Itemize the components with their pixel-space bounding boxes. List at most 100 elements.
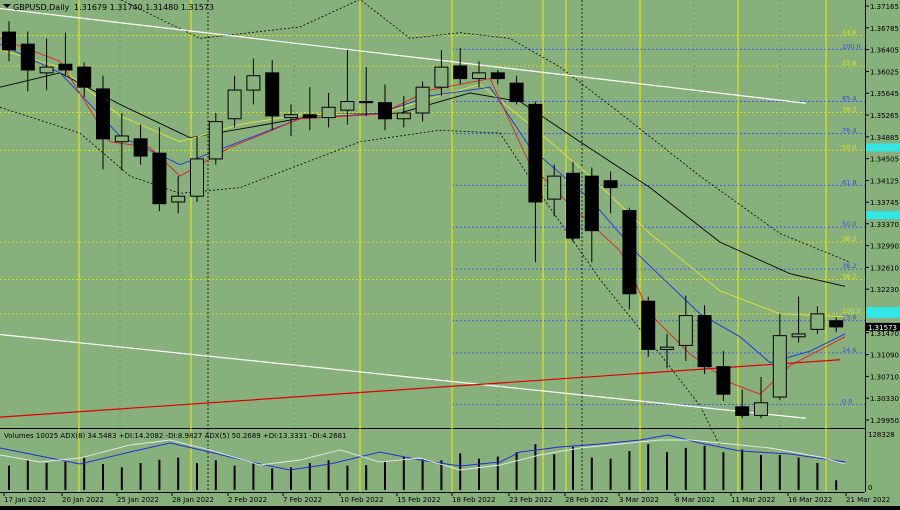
ohlc-readout: 1.31679 1.31740 1.31480 1.31573 <box>74 3 214 12</box>
price-tick-label: 1.34885 <box>870 134 899 142</box>
date-tick-label: 3 Mar 2022 <box>619 496 659 504</box>
collapse-triangle-icon[interactable] <box>3 4 11 8</box>
candle-body-bullish <box>678 315 693 346</box>
candle-body-bearish <box>697 315 712 368</box>
candle <box>641 296 656 357</box>
fib-level-label: 38.2 <box>842 272 856 280</box>
candle-body-bullish <box>772 335 787 398</box>
price-tick-label: 1.33370 <box>870 221 899 229</box>
upper-envelope <box>120 0 851 263</box>
candle <box>246 58 261 105</box>
fib-level-label: 50.0 <box>842 220 856 228</box>
date-tick-label: 16 Mar 2022 <box>788 496 832 504</box>
date-tick-label: 10 Feb 2022 <box>340 496 384 504</box>
candle-body-bullish <box>547 175 562 200</box>
candle-body-bullish <box>284 114 298 119</box>
candle <box>77 62 92 97</box>
volume-scale-bottom: 0 <box>868 484 872 492</box>
candle <box>2 21 16 62</box>
date-tick-label: 15 Feb 2022 <box>397 496 441 504</box>
candle-body-bearish <box>509 82 524 103</box>
candle-body-bullish <box>321 106 336 119</box>
candle-body-bullish <box>415 86 430 114</box>
candle-body-bullish <box>190 158 204 197</box>
volume-panel[interactable] <box>0 429 865 492</box>
candle <box>359 67 374 116</box>
price-tick-label: 1.36405 <box>870 47 899 55</box>
current-price-marker <box>866 322 900 331</box>
candle <box>415 81 430 122</box>
date-tick-label: 21 Mar 2022 <box>846 496 890 504</box>
date-tick-label: 7 Feb 2022 <box>283 496 322 504</box>
candle-body-bearish <box>584 175 599 232</box>
candle-body-bearish <box>2 31 16 51</box>
price-tick-label: 1.32610 <box>870 264 899 272</box>
price-tick-label: 1.35645 <box>870 90 899 98</box>
candle-body-bearish <box>302 114 317 119</box>
support-trendline <box>0 359 841 418</box>
date-tick-label: 11 Mar 2022 <box>731 496 775 504</box>
price-tick-label: 1.32230 <box>870 286 899 294</box>
candle <box>208 113 223 165</box>
date-tick-label: 18 Feb 2022 <box>452 496 496 504</box>
candle <box>772 313 787 400</box>
channel-trendline <box>0 7 807 104</box>
candle-body-bullish <box>396 112 411 120</box>
candle-body-bearish <box>96 88 110 140</box>
candle-body-bearish <box>566 172 580 239</box>
fib-level-label: 23.6 <box>842 59 856 67</box>
trendlines <box>0 7 841 419</box>
adx-white-line <box>0 439 846 471</box>
price-tick-label: 1.34125 <box>870 177 899 185</box>
candle-body-bullish <box>340 101 355 111</box>
price-tick-label: 1.29950 <box>870 417 899 425</box>
fib-level-label: 76.4 <box>842 127 856 135</box>
candle <box>265 60 280 131</box>
candle <box>735 389 750 419</box>
candle-body-bearish <box>378 102 392 120</box>
fib-level-label: 38.2 <box>842 105 856 113</box>
candle <box>378 84 392 131</box>
candle-body-bullish <box>171 195 186 203</box>
date-tick-label: 28 Jan 2022 <box>172 496 214 504</box>
volume-bars <box>8 444 838 490</box>
candle <box>58 32 73 76</box>
date-tick-label: 20 Jan 2022 <box>62 496 104 504</box>
candle <box>453 48 468 85</box>
candle <box>39 38 54 91</box>
price-panel[interactable] <box>0 0 865 428</box>
candle <box>490 69 505 85</box>
fib-level-label: 85.4 <box>842 95 856 103</box>
candle-body-bearish <box>265 72 280 117</box>
price-tick-label: 1.30330 <box>870 395 899 403</box>
fib-level-label: 23.6 <box>842 314 856 322</box>
price-marker <box>866 143 900 152</box>
candle <box>434 49 449 96</box>
candle-body-bullish <box>39 66 54 74</box>
candle <box>302 87 317 131</box>
channel-trendline <box>0 333 807 419</box>
price-tick-label: 1.30710 <box>870 373 899 381</box>
candle <box>227 75 242 128</box>
fib-level-label: 50.0 <box>842 143 856 151</box>
candle-body-bearish <box>603 180 618 189</box>
fib-level-label: 14.6 <box>842 29 856 37</box>
date-tick-label: 8 Mar 2022 <box>675 496 715 504</box>
candle <box>321 92 336 128</box>
fib-level-label: 61.8 <box>842 178 856 186</box>
candle <box>340 49 355 125</box>
candle-body-bearish <box>453 65 468 80</box>
date-tick-label: 2 Feb 2022 <box>228 496 267 504</box>
candle-body-bullish <box>114 135 129 143</box>
fibonacci-levels: 100.0 85.4 76.4 61.8 50.0 38.2 23.6 14.6 0.0 14.6… <box>0 29 865 406</box>
candle-body-bullish <box>208 121 223 160</box>
candle <box>754 376 768 419</box>
candle-body-bearish <box>641 300 656 350</box>
fib-level-label: 100.0 <box>842 42 861 50</box>
price-tick-label: 1.34505 <box>870 156 899 164</box>
candle <box>584 167 599 263</box>
ma-yellow-line <box>0 49 846 318</box>
adx-lines <box>0 434 846 471</box>
volume-panel-label: Volumes 10025 ADX(8) 34.5483 +DI:14.2082… <box>4 432 347 440</box>
